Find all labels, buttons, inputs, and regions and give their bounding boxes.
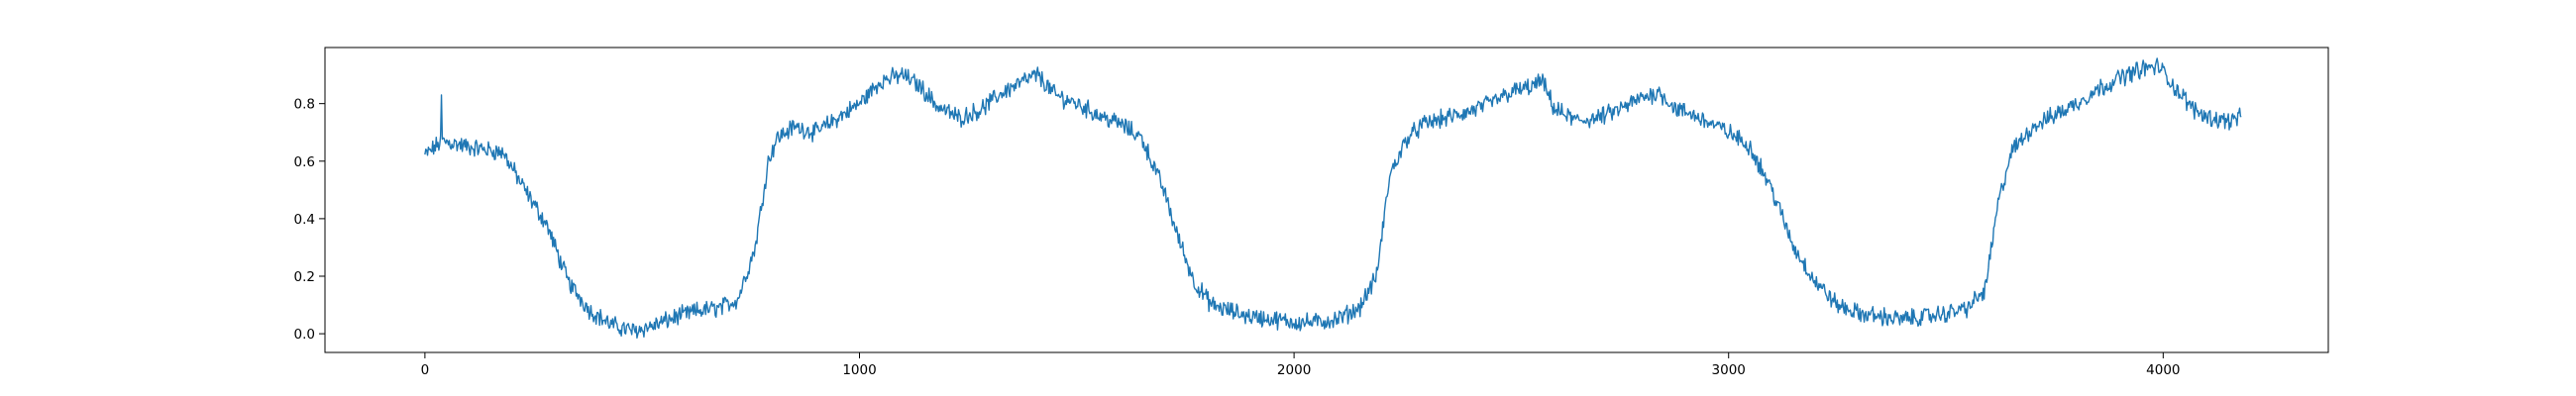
x-axis: 0 1000 2000 3000 4000 xyxy=(421,352,2181,378)
plot-area xyxy=(324,47,2329,353)
x-tick-label: 3000 xyxy=(1712,362,1746,378)
y-tick-label: 0.0 xyxy=(294,327,315,343)
y-axis: 0.0 0.2 0.4 0.6 0.8 xyxy=(294,97,325,343)
y-tick-label: 0.6 xyxy=(294,154,315,170)
series-line xyxy=(424,57,2242,340)
plot-frame xyxy=(324,47,2329,353)
y-tick-label: 0.8 xyxy=(294,97,315,113)
y-tick-label: 0.2 xyxy=(294,269,315,285)
x-tick-label: 0 xyxy=(421,362,430,378)
y-tick-label: 0.4 xyxy=(294,212,315,228)
x-tick-label: 4000 xyxy=(2146,362,2180,378)
x-tick-label: 2000 xyxy=(1277,362,1311,378)
x-tick-label: 1000 xyxy=(842,362,876,378)
